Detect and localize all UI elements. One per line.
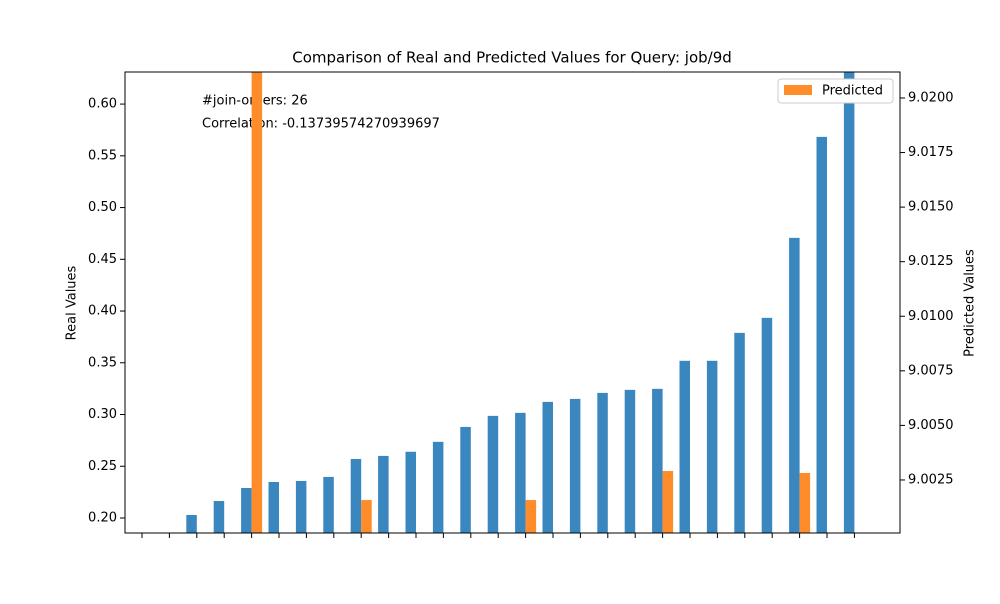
- bar: [542, 401, 553, 533]
- bar: [525, 500, 537, 533]
- bar: [706, 360, 718, 533]
- bar: [624, 389, 636, 533]
- y-tick-label: 0.30: [88, 407, 117, 422]
- y-tick-label: 0.35: [88, 355, 117, 370]
- bar: [432, 441, 444, 533]
- bar: [378, 455, 389, 533]
- bar: [799, 472, 811, 533]
- y-tick-label: 0.20: [88, 510, 117, 525]
- bar: [487, 415, 499, 533]
- annotation: Correlation: -0.13739574270939697: [202, 117, 440, 132]
- bar: [132, 533, 143, 539]
- y2-tick-label: 9.0150: [908, 200, 954, 215]
- y-tick-label: 0.40: [88, 304, 117, 319]
- bar: [789, 237, 800, 533]
- axes-frame: [124, 71, 901, 534]
- y-tick-label: 0.55: [88, 148, 117, 163]
- bar: [843, 72, 855, 533]
- bar: [241, 487, 252, 533]
- bar: [816, 136, 827, 533]
- bar: [652, 388, 663, 533]
- y-tick-label: 0.60: [88, 97, 117, 112]
- y-tick-label: 0.50: [88, 200, 117, 215]
- y2-tick-label: 9.0175: [908, 145, 954, 160]
- y2-axis-label: Predicted Values: [963, 249, 978, 357]
- y-axis-label: Real Values: [65, 265, 80, 340]
- bar: [159, 533, 170, 537]
- y2-tick-label: 9.0100: [908, 309, 954, 324]
- bar: [679, 360, 690, 533]
- bar: [761, 317, 773, 533]
- bar: [295, 480, 307, 533]
- bar: [350, 459, 362, 533]
- bar: [361, 500, 372, 533]
- bar: [515, 412, 526, 533]
- y2-tick-label: 9.0075: [908, 363, 954, 378]
- bar: [460, 426, 471, 533]
- chart-title: Comparison of Real and Predicted Values …: [292, 49, 732, 67]
- y2-tick-label: 9.0200: [908, 90, 954, 105]
- legend-label: Predicted: [822, 84, 883, 99]
- y2-tick-label: 9.0050: [908, 418, 954, 433]
- bar: [662, 471, 674, 533]
- y2-tick-label: 9.0125: [908, 254, 954, 269]
- plot-area: [132, 72, 855, 539]
- legend-swatch: [784, 85, 812, 95]
- y-tick-label: 0.25: [88, 459, 117, 474]
- bar: [268, 481, 279, 533]
- bar: [405, 451, 416, 533]
- bar: [213, 501, 225, 533]
- y-tick-label: 0.45: [88, 252, 117, 267]
- bar: [323, 476, 334, 533]
- bar: [251, 72, 263, 533]
- bar: [186, 514, 197, 533]
- bar: [569, 398, 581, 533]
- y2-tick-label: 9.0025: [908, 472, 954, 487]
- bar: [734, 332, 745, 533]
- bar: [597, 392, 608, 533]
